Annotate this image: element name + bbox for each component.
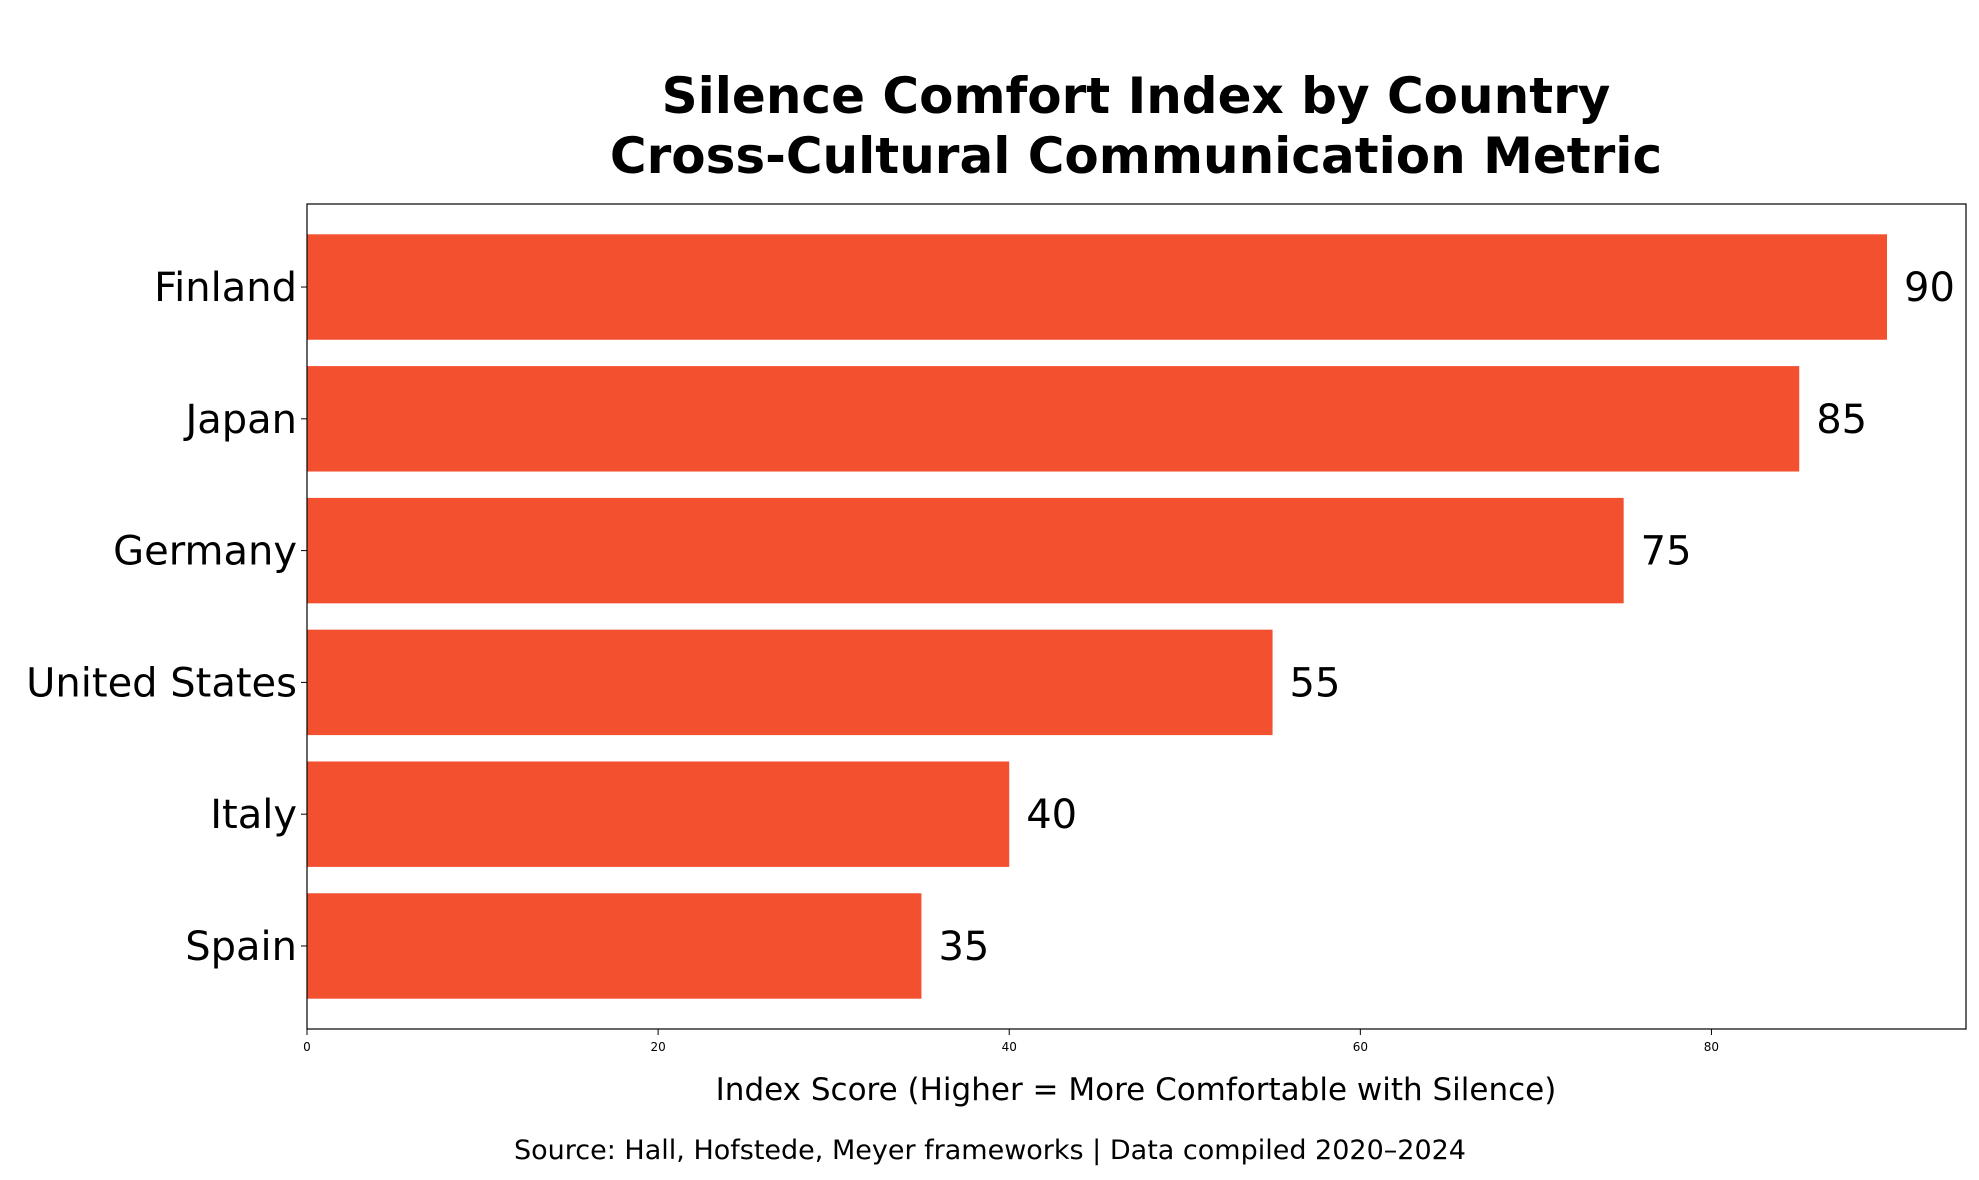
bar-spain — [307, 893, 922, 999]
x-tick-label: 80 — [1704, 1040, 1719, 1054]
bar-italy — [307, 761, 1010, 867]
category-labels: Finland Japan Germany United States Italy Spa… — [26, 265, 307, 970]
x-axis-ticks: 0 20 40 60 80 — [303, 1029, 1719, 1054]
value-label: 40 — [1026, 792, 1077, 838]
x-tick-label: 40 — [1002, 1040, 1017, 1054]
category-label: Finland — [154, 265, 297, 311]
category-label: Spain — [185, 924, 297, 970]
bar-finland — [307, 234, 1887, 340]
value-labels: 90 85 75 55 40 35 — [938, 265, 1954, 970]
x-tick-label: 60 — [1353, 1040, 1368, 1054]
plot-frame — [306, 203, 1967, 1030]
source-note: Source: Hall, Hofstede, Meyer frameworks… — [514, 1135, 1466, 1166]
value-label: 75 — [1641, 529, 1692, 575]
bar-germany — [307, 497, 1624, 604]
x-axis-label: Index Score (Higher = More Comfortable w… — [716, 1072, 1557, 1108]
category-label: United States — [26, 660, 297, 706]
value-label: 85 — [1816, 397, 1867, 443]
x-tick-label: 0 — [303, 1040, 311, 1054]
bar-japan — [307, 366, 1800, 472]
bar-united-states — [307, 629, 1273, 736]
chart-title-line-2: Cross-Cultural Communication Metric — [610, 127, 1662, 185]
category-label: Germany — [113, 529, 297, 575]
bars-group — [307, 234, 1887, 999]
chart-title-line-1: Silence Comfort Index by Country — [662, 67, 1611, 125]
value-label: 55 — [1290, 660, 1341, 706]
category-label: Italy — [210, 792, 297, 838]
value-label: 35 — [938, 924, 989, 970]
x-tick-label: 20 — [650, 1040, 665, 1054]
category-label: Japan — [182, 397, 297, 443]
value-label: 90 — [1904, 265, 1955, 311]
